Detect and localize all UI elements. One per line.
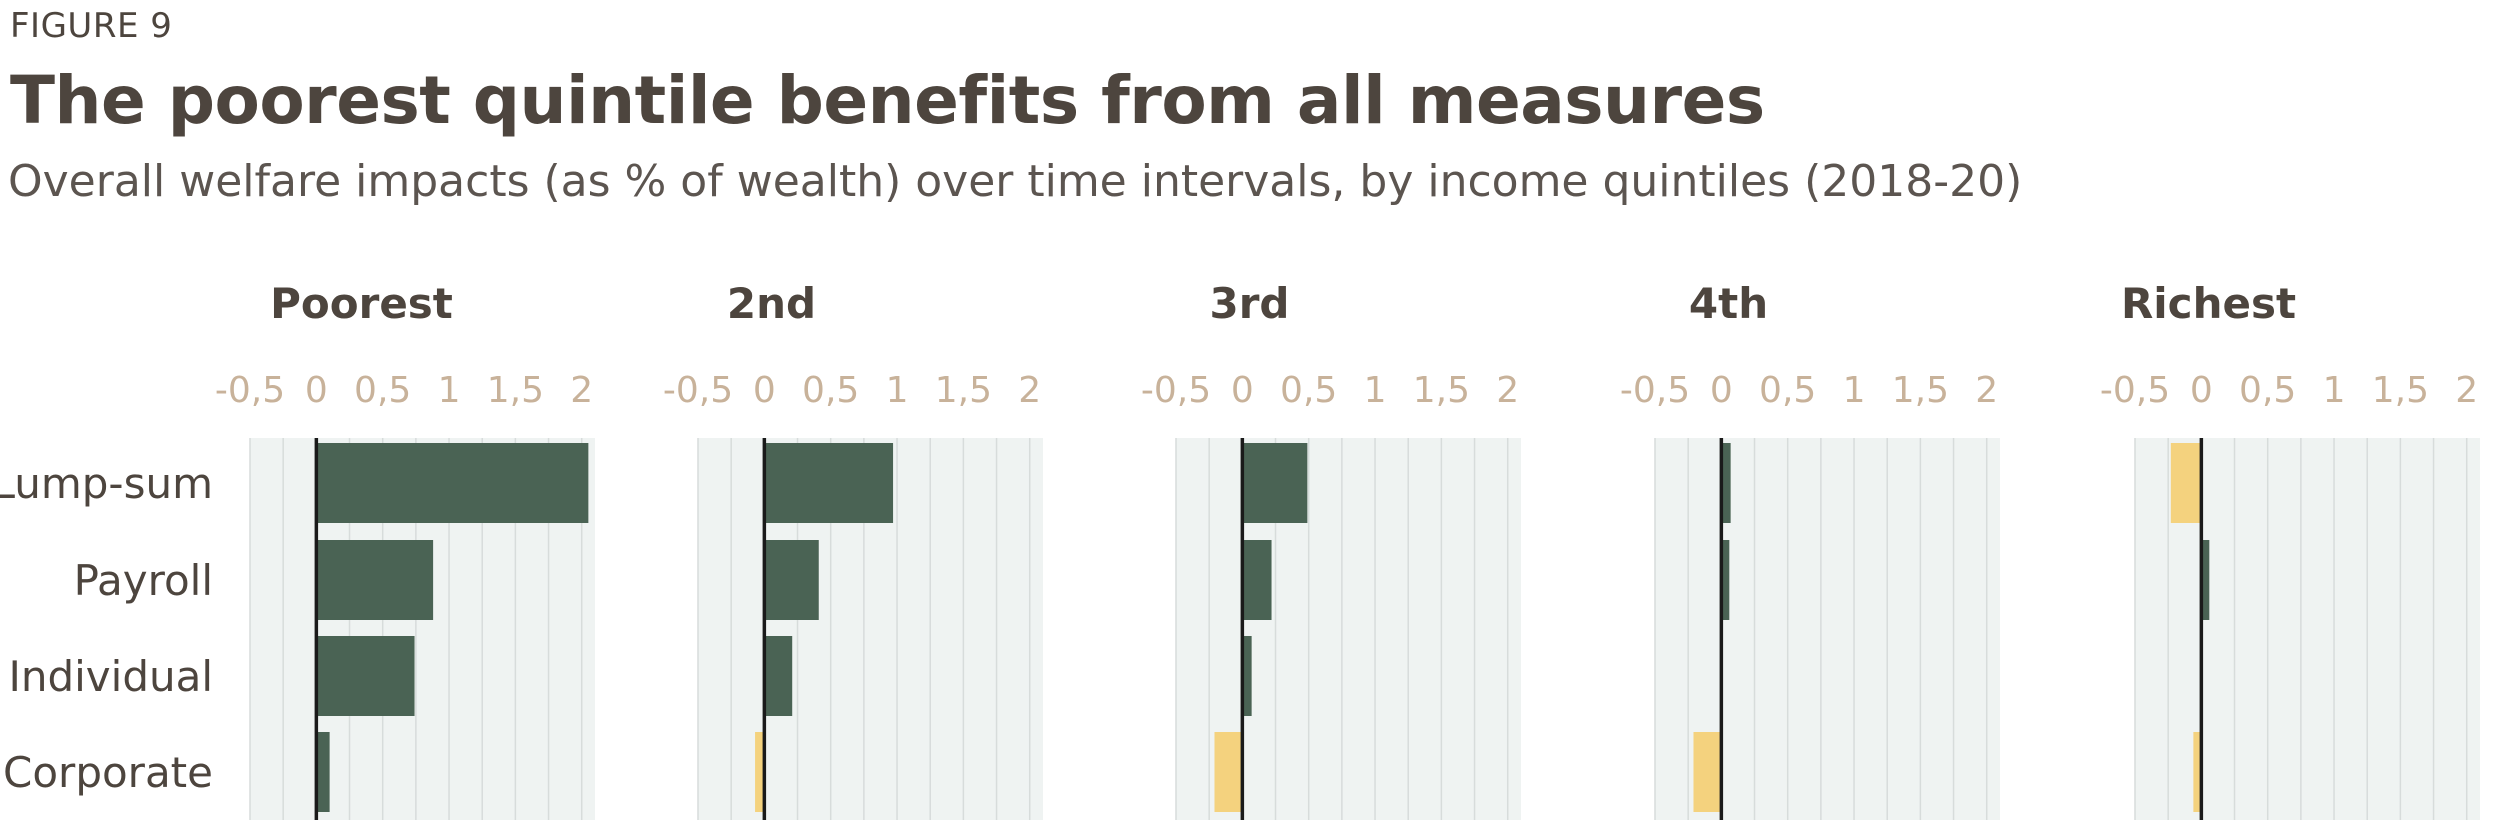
tick-label: -0,5	[2100, 370, 2170, 411]
tick-label: 0	[1710, 370, 1733, 411]
tick-label: 2	[2455, 370, 2478, 411]
tick-label: 0,5	[354, 370, 411, 411]
tick-label: 2	[1496, 370, 1519, 411]
tick-label: 0,5	[2239, 370, 2296, 411]
panel-title: Poorest	[270, 279, 453, 328]
tick-label: 0	[305, 370, 328, 411]
tick-label: 1,5	[935, 370, 992, 411]
bar	[316, 540, 434, 620]
bar	[764, 636, 793, 716]
tick-label: 0	[1231, 370, 1254, 411]
tick-label: 1	[2323, 370, 2346, 411]
tick-label: 0	[2190, 370, 2213, 411]
tick-label: 1,5	[487, 370, 544, 411]
chart-title: The poorest quintile benefits from all m…	[10, 62, 1765, 139]
bar	[1242, 636, 1252, 716]
category-label: Lump-sum	[0, 459, 213, 508]
tick-label: 1	[886, 370, 909, 411]
category-label: Corporate	[3, 748, 213, 797]
bar	[1242, 540, 1272, 620]
bar	[1721, 540, 1730, 620]
panel-title: 3rd	[1209, 279, 1289, 328]
tick-label: -0,5	[215, 370, 285, 411]
tick-label: 1,5	[1413, 370, 1470, 411]
bar	[2170, 443, 2202, 523]
bar	[755, 732, 765, 812]
bar	[316, 732, 330, 812]
category-label: Individual	[8, 652, 213, 701]
figure-label: FIGURE 9	[10, 6, 173, 46]
tick-label: 0	[753, 370, 776, 411]
tick-label: 2	[1975, 370, 1998, 411]
tick-label: 0,5	[1280, 370, 1337, 411]
category-label: Payroll	[74, 556, 213, 605]
tick-label: 1,5	[1892, 370, 1949, 411]
tick-label: 1	[1364, 370, 1387, 411]
tick-label: -0,5	[1141, 370, 1211, 411]
panel-title: 2nd	[727, 279, 816, 328]
tick-label: 0,5	[1759, 370, 1816, 411]
tick-label: 1	[438, 370, 461, 411]
bar	[1693, 732, 1722, 812]
tick-label: 2	[1018, 370, 1041, 411]
tick-label: -0,5	[1620, 370, 1690, 411]
bar	[2193, 732, 2202, 812]
bar	[764, 443, 894, 523]
tick-label: 0,5	[802, 370, 859, 411]
tick-label: 1	[1843, 370, 1866, 411]
chart-subtitle: Overall welfare impacts (as % of wealth)…	[8, 156, 2023, 207]
panel-title: 4th	[1689, 279, 1768, 328]
bar	[2201, 540, 2210, 620]
tick-label: 2	[570, 370, 593, 411]
bar	[1214, 732, 1243, 812]
bar	[316, 443, 589, 523]
bar	[1242, 443, 1308, 523]
tick-label: 1,5	[2372, 370, 2429, 411]
bar	[1721, 443, 1731, 523]
panel-title: Richest	[2121, 279, 2296, 328]
bar	[316, 636, 415, 716]
bar	[764, 540, 819, 620]
tick-label: -0,5	[663, 370, 733, 411]
